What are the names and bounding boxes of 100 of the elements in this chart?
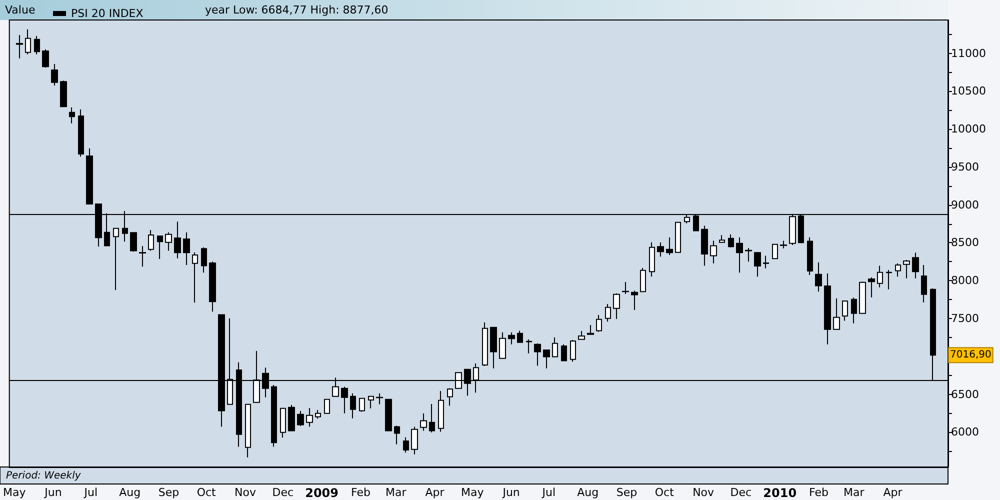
candlestick <box>51 64 58 86</box>
candlestick <box>526 338 532 354</box>
candlestick <box>859 281 866 314</box>
candlestick <box>438 390 444 432</box>
candlestick <box>34 35 40 55</box>
y-tick-label: 9500 <box>951 160 979 174</box>
candlestick <box>886 270 892 290</box>
candlestick <box>570 340 576 362</box>
x-tick-label: Apr <box>883 486 903 499</box>
candlestick <box>78 108 84 158</box>
x-tick-label: 2010 <box>763 486 797 500</box>
x-tick-label: Dec <box>730 486 752 499</box>
candlestick <box>192 252 198 304</box>
candlestick <box>420 412 427 432</box>
candlestick <box>763 255 769 269</box>
candlestick <box>824 272 831 345</box>
candlestick <box>815 262 822 292</box>
y-tick-label: 10000 <box>951 122 986 136</box>
text: year Low: 6684,77 High: 8877,60 <box>205 4 388 16</box>
candlestick <box>113 228 119 291</box>
candlestick <box>288 404 295 432</box>
x-tick-label: May <box>2 486 26 499</box>
candlestick <box>429 404 435 433</box>
candlestick <box>631 290 638 311</box>
x-tick-label: Jul <box>83 486 98 499</box>
x-tick-label: Mar <box>385 486 407 499</box>
candlestick <box>60 80 67 108</box>
candlestick <box>16 34 23 59</box>
x-tick-label: Oct <box>196 486 217 499</box>
x-tick-label: Dec <box>272 486 294 499</box>
x-tick-label: Mar <box>844 486 865 499</box>
candlestick <box>877 265 883 288</box>
candlestick <box>772 244 778 260</box>
candlestick <box>25 28 31 55</box>
candlestick <box>385 398 392 432</box>
x-tick-label: Sep <box>158 486 180 499</box>
candlestick <box>903 260 910 279</box>
x-tick-label: Jun <box>502 486 520 499</box>
y-tick-label: 6000 <box>951 426 979 439</box>
candlestick <box>719 234 725 243</box>
candlestick <box>315 410 321 420</box>
legend-label: PSI 20 INDEX <box>71 7 144 20</box>
candlestick <box>605 304 611 322</box>
candlestick <box>490 326 497 369</box>
x-tick-label: Aug <box>577 486 599 499</box>
x-tick-label: Jun <box>44 486 62 499</box>
candlestick <box>411 426 418 455</box>
candlestick <box>368 396 374 409</box>
candlestick <box>807 236 813 276</box>
y-tick-label: 10500 <box>951 84 986 98</box>
candlestick <box>359 398 365 412</box>
candlestick <box>201 246 207 274</box>
candlestick <box>183 232 190 266</box>
x-tick-label: Nov <box>234 486 256 499</box>
candlestick <box>587 324 594 335</box>
candlestick <box>657 242 664 258</box>
candlestick <box>701 225 708 266</box>
candlestick <box>552 336 558 358</box>
candlestick <box>271 384 277 448</box>
candlestick <box>596 314 602 332</box>
x-tick-label: Aug <box>119 486 141 499</box>
candlestick <box>613 292 620 320</box>
candlestick <box>69 106 75 124</box>
y-tick-label: 6500 <box>951 388 979 401</box>
candlestick <box>148 230 154 252</box>
candlestick <box>280 408 286 438</box>
candlestick <box>745 248 752 262</box>
candlestick <box>42 48 49 68</box>
candlestick <box>561 344 567 362</box>
candlestick <box>921 264 927 303</box>
candlestick <box>394 425 400 445</box>
x-tick-label: May <box>461 486 484 499</box>
candlestick <box>895 262 901 278</box>
candlestick <box>306 408 313 428</box>
x-tick-label: Jul <box>541 486 556 499</box>
candlestick <box>174 221 181 259</box>
candlestick <box>666 236 673 256</box>
candlestick <box>245 404 251 458</box>
candlestick <box>622 281 629 295</box>
candlestick <box>780 240 787 249</box>
candlestick <box>508 332 515 345</box>
candlestick <box>341 386 348 414</box>
text: Value <box>5 4 36 16</box>
x-tick-label: Oct <box>654 486 675 499</box>
text: 7016,90 <box>950 350 992 361</box>
candlestick <box>130 232 137 252</box>
candlestick <box>534 342 541 366</box>
y-tick-label: 8500 <box>951 236 979 250</box>
candlestick <box>157 236 163 260</box>
candlestick <box>139 246 146 268</box>
x-tick-label: Feb <box>809 486 828 499</box>
candlestick <box>754 251 761 278</box>
candlestick <box>833 298 840 330</box>
candlestick <box>649 242 655 278</box>
candlestick <box>543 350 550 369</box>
candlestick <box>517 330 523 343</box>
y-tick-label: 11000 <box>951 46 986 60</box>
candlestick <box>675 222 681 253</box>
candlestick <box>736 236 743 274</box>
candlestick <box>912 252 919 279</box>
